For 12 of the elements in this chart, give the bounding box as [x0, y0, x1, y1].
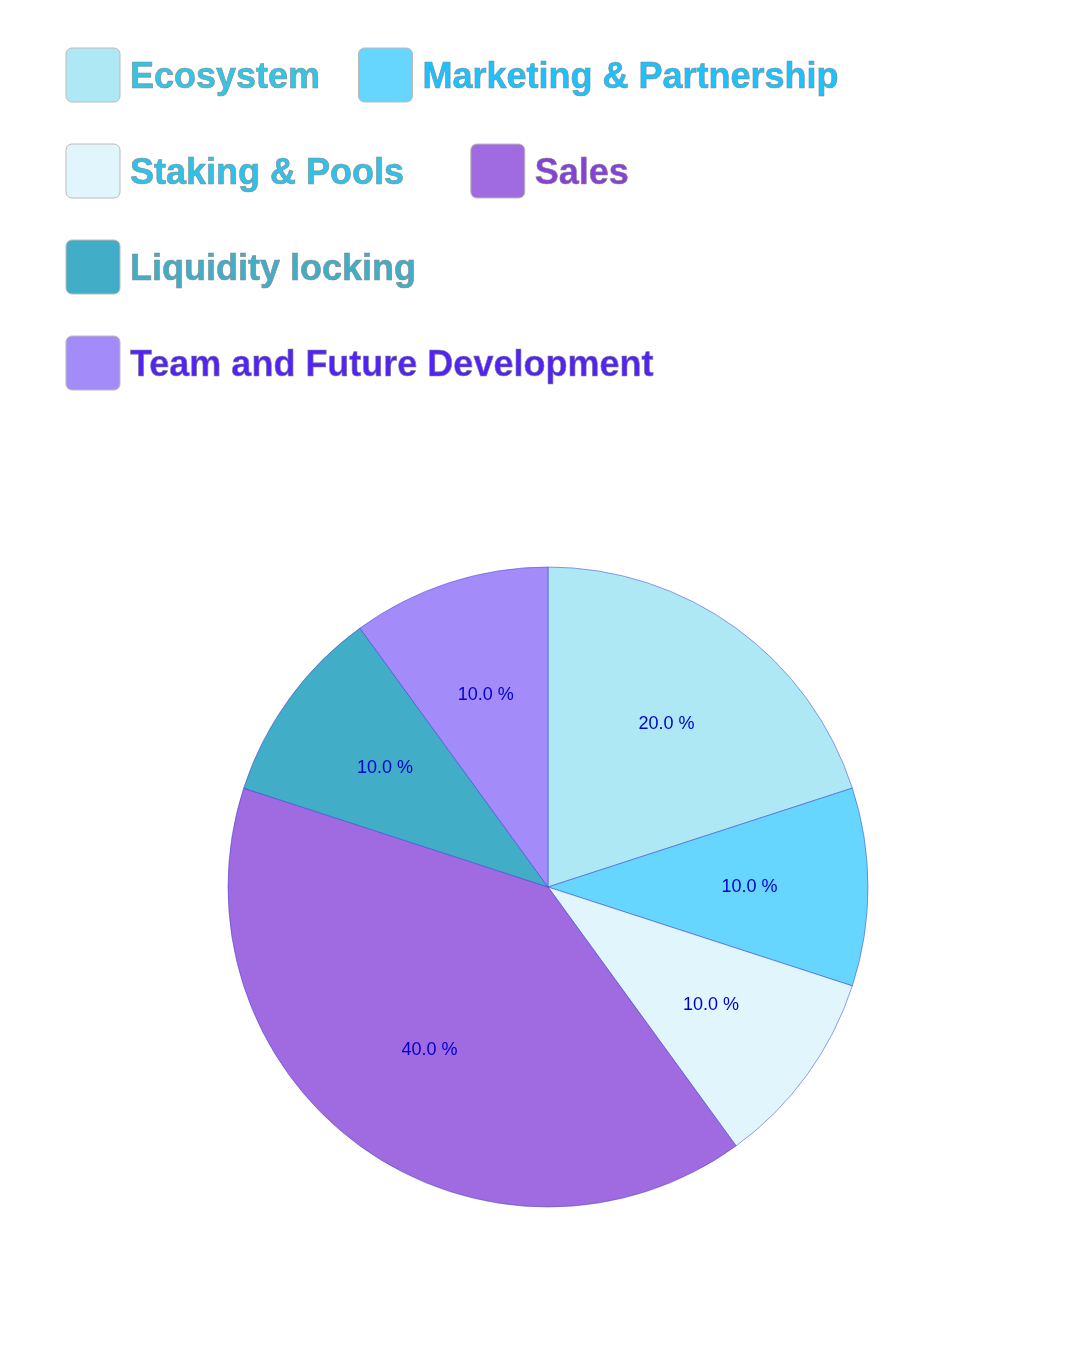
- data-label: 10.0 %: [721, 875, 778, 896]
- data-label: 10.0 %: [683, 994, 740, 1015]
- legend-label: Sales: [534, 151, 629, 192]
- data-label: 40.0 %: [401, 1038, 458, 1059]
- legend-label: Ecosystem: [130, 55, 321, 96]
- legend-label: Liquidity locking: [130, 247, 416, 288]
- legend-label: Marketing & Partnership: [422, 55, 839, 96]
- data-label: 10.0 %: [356, 757, 413, 778]
- data-label: 10.0 %: [457, 684, 514, 705]
- data-label: 20.0 %: [638, 712, 695, 733]
- legend-label: Team and Future Development: [130, 343, 654, 384]
- legend-label: Staking & Pools: [130, 151, 405, 192]
